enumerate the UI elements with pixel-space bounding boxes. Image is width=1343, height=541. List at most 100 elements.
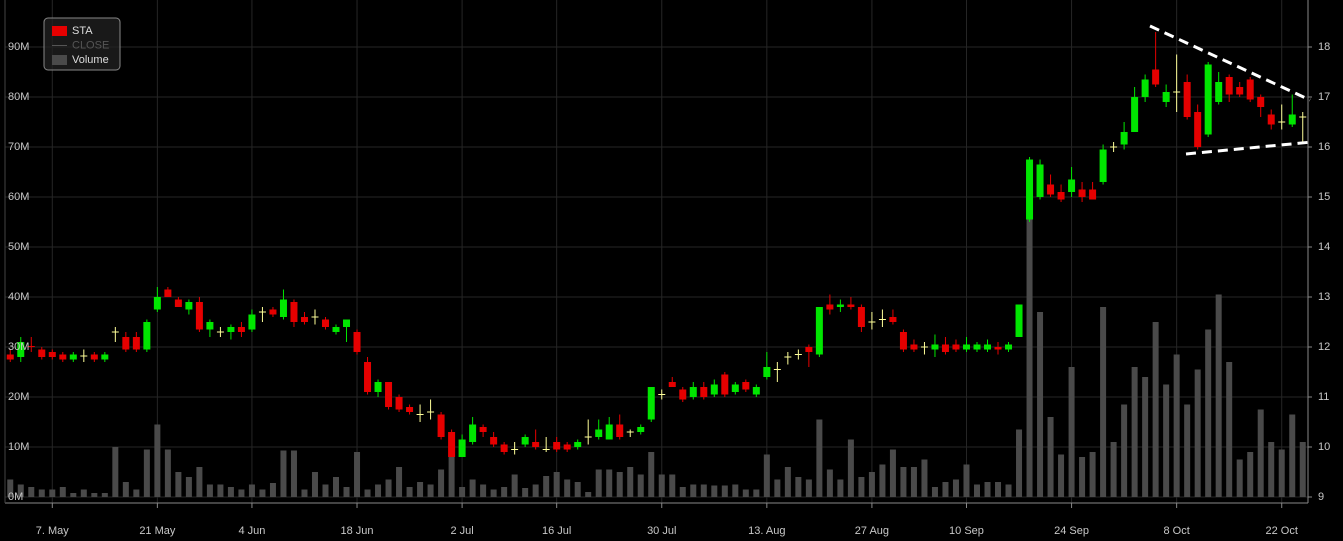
- legend-label[interactable]: STA: [72, 25, 93, 37]
- y2-tick-label: 15: [1318, 191, 1330, 203]
- volume-bar: [753, 489, 760, 497]
- y2-tick-label: 13: [1318, 291, 1330, 303]
- candle-body: [1225, 77, 1233, 95]
- volume-bar: [143, 449, 150, 497]
- candle-body: [353, 332, 361, 352]
- volume-bar: [1289, 414, 1296, 497]
- volume-bar: [7, 479, 14, 497]
- candle-body: [899, 332, 907, 350]
- candle-body: [185, 302, 193, 310]
- legend-swatch: [52, 26, 67, 36]
- volume-bar: [238, 489, 245, 497]
- candle-body: [1257, 97, 1265, 107]
- candle-body: [700, 387, 708, 397]
- volume-bar: [280, 450, 287, 497]
- x-tick-label: 24 Sep: [1054, 525, 1089, 537]
- volume-bar: [889, 449, 896, 497]
- volume-bar: [973, 484, 980, 497]
- candle-body: [710, 384, 718, 395]
- volume-bar: [17, 484, 24, 497]
- candle-body: [973, 344, 981, 350]
- candle-body: [385, 382, 393, 407]
- volume-bar: [879, 464, 886, 497]
- grid: [5, 0, 1308, 503]
- candle-body: [784, 356, 792, 358]
- candle-body: [763, 367, 771, 377]
- legend-label[interactable]: Volume: [72, 54, 109, 66]
- volume-bar: [227, 487, 234, 497]
- volume-bar: [1152, 322, 1159, 497]
- volume-bar: [585, 492, 592, 497]
- volume-bar: [80, 489, 87, 497]
- volume-bar: [511, 474, 518, 497]
- candle-body: [343, 319, 351, 327]
- y2-tick-label: 9: [1318, 491, 1324, 503]
- candle-body: [174, 299, 182, 307]
- volume-bar: [101, 493, 108, 497]
- candle-body: [300, 317, 308, 322]
- volume-bar: [721, 485, 728, 497]
- candle-body: [237, 327, 245, 332]
- candle-body: [910, 344, 918, 350]
- y2-tick-label: 18: [1318, 41, 1330, 53]
- volume-bar: [931, 487, 938, 497]
- volume-bar: [1205, 329, 1212, 497]
- candle-body: [258, 311, 266, 313]
- volume-bar: [837, 479, 844, 497]
- candle-body: [1110, 146, 1118, 148]
- candle-body: [69, 354, 77, 360]
- candle-body: [490, 437, 498, 445]
- volume-bar: [322, 484, 329, 497]
- volume-bar: [290, 450, 297, 497]
- volume-bar: [952, 479, 959, 497]
- y-tick-label: 80M: [8, 91, 29, 103]
- candle-body: [1026, 159, 1034, 220]
- volume-bar: [1047, 417, 1054, 497]
- candle-body: [248, 314, 256, 330]
- volume-bar: [1131, 367, 1138, 497]
- volume-bar: [564, 479, 571, 497]
- candle-body: [458, 439, 466, 457]
- volume-bar: [206, 484, 213, 497]
- candle-body: [521, 437, 529, 445]
- volume-bar: [112, 447, 119, 497]
- y2-tick-label: 10: [1318, 441, 1330, 453]
- candle-body: [1047, 184, 1055, 195]
- candle-body: [27, 346, 35, 347]
- candle-body: [605, 424, 613, 440]
- x-tick-label: 18 Jun: [341, 525, 374, 537]
- volume-bar: [595, 469, 602, 497]
- candle-body: [878, 319, 886, 320]
- candle-body: [290, 302, 298, 322]
- volume-bar: [900, 467, 907, 497]
- volume-bar: [679, 487, 686, 497]
- volume-bar: [742, 489, 749, 497]
- x-tick-label: 16 Jul: [542, 525, 571, 537]
- volume-bar: [606, 469, 613, 497]
- volume-bar: [648, 452, 655, 497]
- volume-bar: [1257, 409, 1264, 497]
- candle-body: [38, 349, 46, 357]
- candle-body: [931, 344, 939, 350]
- trend-line-lower: [1185, 140, 1313, 156]
- candle-body: [794, 354, 802, 355]
- y2-tick-label: 17: [1318, 91, 1330, 103]
- candle-body: [857, 307, 865, 327]
- candle-body: [658, 394, 666, 395]
- candle-body: [122, 337, 130, 350]
- volume-bar: [826, 469, 833, 497]
- candle-body: [637, 427, 645, 432]
- volume-bar: [154, 424, 161, 497]
- y-tick-label: 50M: [8, 241, 29, 253]
- volume-bar: [70, 493, 77, 497]
- candle-body: [1099, 149, 1107, 182]
- legend-label[interactable]: CLOSE: [72, 39, 109, 51]
- candle-body: [1194, 112, 1202, 147]
- volume-bar: [1016, 429, 1023, 497]
- volume-bar: [637, 474, 644, 497]
- candle-body: [311, 316, 319, 318]
- volume-bar: [858, 477, 865, 497]
- volume-bar: [627, 467, 634, 497]
- legend-swatch: [52, 55, 67, 65]
